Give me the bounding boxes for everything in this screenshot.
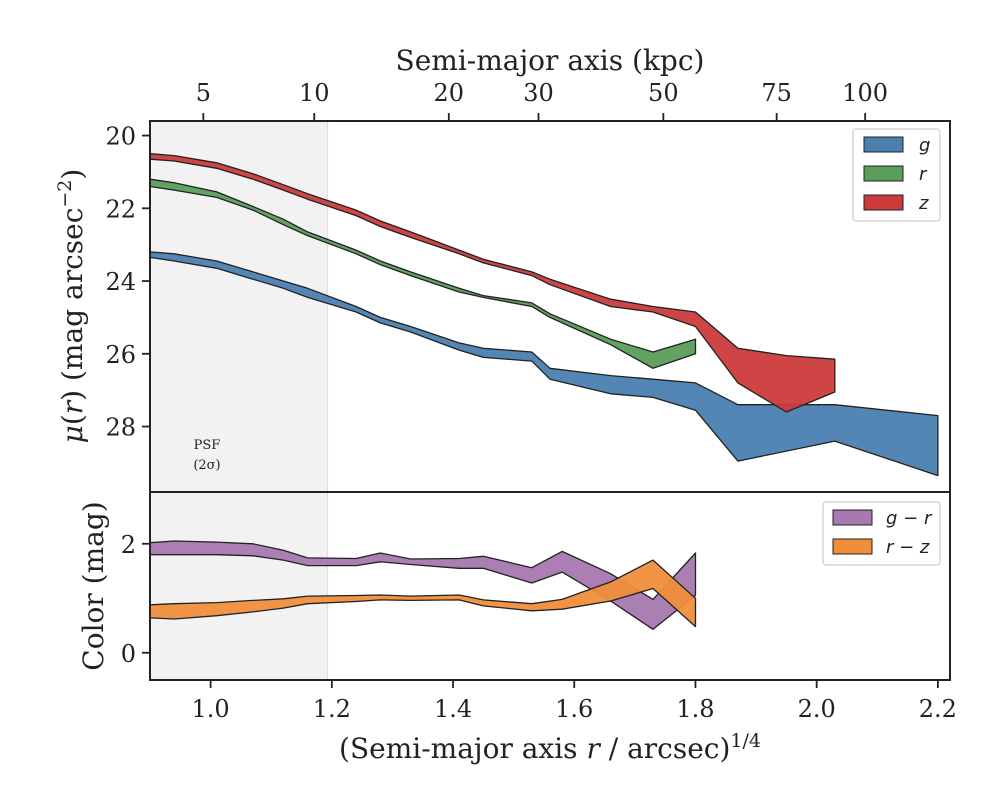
kpc-tick-label-5: 5	[196, 79, 211, 107]
color-y-tick-label-2: 2	[121, 531, 136, 559]
kpc-tick-label-20: 20	[434, 79, 465, 107]
surface-brightness-y-axis-title: μ(r) (mag arcsec−2)	[54, 169, 89, 444]
legend-label-z: z	[918, 193, 929, 214]
x-tick-label-1.2: 1.2	[313, 695, 351, 723]
legend-swatch-r-z	[832, 538, 873, 555]
kpc-tick-label-50: 50	[648, 79, 679, 107]
kpc-tick-label-30: 30	[523, 79, 554, 107]
color-y-tick-label-0: 0	[121, 640, 136, 668]
y-tick-label-20: 20	[105, 123, 136, 151]
x-tick-label-1.0: 1.0	[192, 695, 230, 723]
color-panel: 02 1.0 1.2 1.4 1.6 1.8 2.0 2.2 Color (mag) (Se…	[77, 491, 957, 765]
psf-label-line1: PSF	[194, 438, 221, 453]
color-series	[149, 540, 697, 630]
y-tick-label-26: 26	[105, 341, 136, 369]
x-tick-label-2.2: 2.2	[919, 695, 957, 723]
legend-label-g-r: g − r	[886, 508, 933, 529]
color-y-ticks: 02	[121, 531, 150, 668]
color-frame	[149, 491, 951, 681]
series-band-g	[149, 251, 939, 477]
y-tick-label-28: 28	[105, 414, 136, 442]
psf-shade-bottom	[150, 492, 328, 680]
legend-swatch-r	[863, 165, 904, 182]
legend-swatch-z	[863, 194, 904, 211]
bottom-x-axis-title: (Semi-major axis r / arcsec)1/4	[339, 730, 761, 765]
legend-label-g: g	[919, 135, 930, 156]
series-band-r	[149, 178, 697, 369]
kpc-tick-label-10: 10	[299, 79, 330, 107]
x-tick-label-1.8: 1.8	[676, 695, 714, 723]
top-kpc-ticks: 5 10 20 30 50 75 100	[196, 79, 888, 121]
surface-brightness-y-ticks: 20 22 24 26 28	[105, 123, 150, 442]
kpc-tick-label-100: 100	[842, 79, 888, 107]
x-tick-label-2.0: 2.0	[798, 695, 836, 723]
kpc-tick-label-75: 75	[761, 79, 792, 107]
psf-shade-top	[150, 121, 328, 492]
series-band-z	[149, 153, 836, 413]
psf-shaded-region-color	[150, 492, 329, 680]
psf-shaded-region	[150, 121, 329, 492]
legend-swatch-g-r	[832, 509, 873, 526]
y-tick-label-22: 22	[105, 195, 136, 223]
color-legend: g − r r − z	[822, 501, 941, 566]
series-band-r-z	[149, 559, 697, 628]
psf-label-line2: (2σ)	[193, 458, 220, 473]
x-tick-label-1.4: 1.4	[434, 695, 472, 723]
series-band-g-r	[149, 540, 697, 630]
x-tick-label-1.6: 1.6	[555, 695, 593, 723]
legend-swatch-g	[863, 136, 904, 153]
y-tick-label-24: 24	[105, 268, 136, 296]
top-axis-title: Semi-major axis (kpc)	[396, 44, 705, 77]
surface-brightness-series	[149, 153, 939, 477]
legend-label-r-z: r − z	[886, 537, 930, 558]
surface-brightness-legend: g r z	[852, 128, 941, 222]
surface-brightness-panel: 20 22 24 26 28 5 10 20 30 50 75 100 PSF (2σ) Semi-…	[54, 44, 951, 493]
color-y-axis-title: Color (mag)	[77, 501, 110, 670]
color-x-ticks: 1.0 1.2 1.4 1.6 1.8 2.0 2.2	[192, 680, 957, 723]
legend-label-r: r	[919, 164, 928, 185]
